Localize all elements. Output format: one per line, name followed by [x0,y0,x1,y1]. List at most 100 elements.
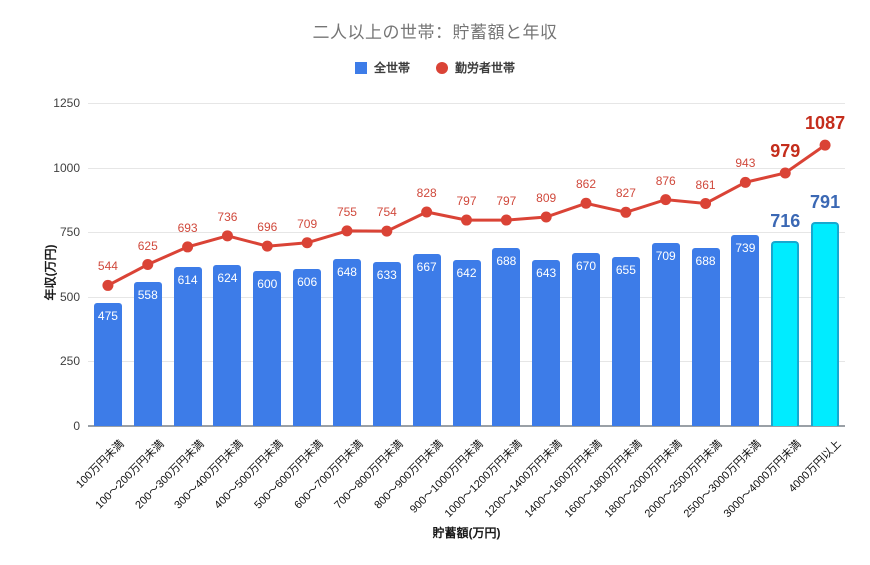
line-point [660,194,672,206]
line-point [102,279,114,291]
legend-item-worker-households: 勤労者世帯 [436,59,515,76]
line-point [142,259,154,270]
point-value-label: 754 [376,205,397,220]
x-axis-baseline [88,425,845,427]
line-point [739,176,751,188]
point-value-label: 696 [257,220,278,235]
bar-value-label: 791 [810,191,841,212]
point-value-label: 861 [695,177,716,192]
chart-title: 二人以上の世帯：貯蓄額と年収 [312,23,558,42]
legend-square-icon [354,61,367,74]
legend-label-worker-households: 勤労者世帯 [455,61,516,75]
bar-value-label: 648 [336,264,357,279]
gridline [88,103,845,104]
line-point [301,237,313,249]
bar [293,269,322,426]
line-point [182,241,194,253]
bar-value-label: 667 [416,259,437,274]
bar [173,267,202,426]
bar-value-label: 709 [655,248,676,263]
line-point [221,230,233,242]
bar-value-label: 633 [376,268,397,283]
bar [253,270,282,426]
legend-item-all-households: 全世帯 [354,59,410,76]
x-axis-title: 貯蓄額(万円) [432,526,501,540]
line-point [341,225,353,237]
point-value-label: 979 [770,141,801,162]
gridline [88,167,845,169]
line-point [461,214,472,226]
point-value-label: 943 [735,156,756,171]
bar [133,281,162,426]
line-point [580,197,592,209]
bar [811,221,840,426]
bar-value-label: 558 [137,287,158,302]
legend: 全世帯 勤労者世帯 [0,59,870,76]
bar [452,260,481,426]
point-value-label: 827 [615,186,636,201]
point-value-label: 1087 [805,113,846,134]
x-tick-label: 700〜800万円未満 [332,438,406,512]
y-tick-label: 250 [59,354,80,369]
line-point [620,206,632,218]
point-value-label: 693 [177,220,198,235]
point-value-label: 625 [137,238,158,253]
x-tick-label: 100〜200万円未満 [93,438,167,512]
bar [213,264,242,426]
y-tick-label: 500 [59,289,80,304]
line-point [819,139,831,151]
y-tick-label: 750 [59,225,80,240]
bar [611,256,640,426]
point-value-label: 709 [297,216,318,231]
point-value-label: 797 [496,194,517,209]
bar [731,235,760,426]
line-point [540,211,552,223]
line-point [500,214,512,226]
point-value-label: 736 [217,209,238,224]
point-value-label: 809 [536,190,557,205]
bar-value-label: 739 [735,241,756,256]
point-value-label: 544 [97,259,118,274]
bar [651,242,680,426]
point-value-label: 862 [576,177,597,192]
bar-value-label: 643 [536,265,557,280]
bar [332,258,361,426]
legend-circle-icon [436,61,448,74]
line-point [261,240,273,252]
line-point [700,198,712,210]
bar [572,252,601,426]
bar-value-label: 600 [257,276,278,291]
point-value-label: 797 [456,194,477,209]
bar [691,248,720,426]
line-point [779,167,791,179]
bar [771,240,800,426]
y-tick-label: 1000 [53,160,80,175]
bar-value-label: 688 [695,254,716,269]
bar-value-label: 670 [576,258,597,273]
point-value-label: 828 [416,186,437,201]
bar [532,259,561,426]
line-series [102,139,831,291]
point-value-label: 876 [655,173,676,188]
bar [93,303,122,426]
bar-value-label: 475 [97,309,118,324]
bar-value-label: 688 [496,254,517,269]
bar-value-label: 624 [217,270,238,285]
line-point [381,225,393,237]
bar-value-label: 655 [615,262,636,277]
line-point [421,206,433,218]
bar [372,262,401,426]
x-tick-label: 600〜700万円未満 [292,438,366,512]
x-tick-label: 800〜900万円未満 [371,438,446,512]
y-tick-label: 1250 [53,96,80,110]
bar-value-label: 606 [297,275,318,290]
y-tick-label: 0 [73,419,80,433]
bar-value-label: 614 [177,273,198,288]
bar [492,248,521,426]
point-value-label: 755 [336,204,357,219]
gridline [88,232,845,234]
bar-value-label: 716 [770,210,801,231]
bar-value-label: 642 [456,266,477,281]
